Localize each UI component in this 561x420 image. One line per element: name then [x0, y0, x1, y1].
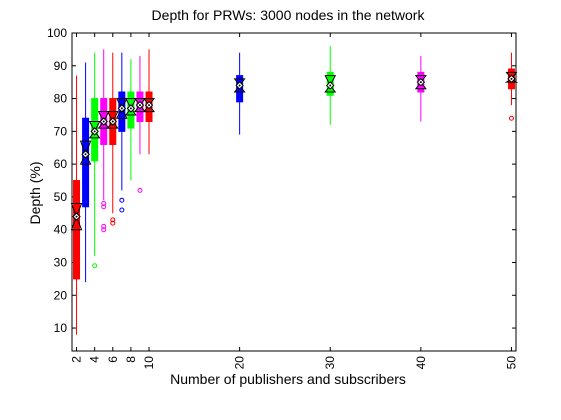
notch-lower-marker: [97, 120, 110, 129]
y-tick-label: 20: [54, 288, 68, 302]
notch-upper-marker: [70, 202, 83, 218]
notch-upper-marker: [233, 78, 246, 87]
mean-dot: [120, 107, 123, 110]
x-tick-label: 6: [106, 356, 120, 363]
notch-lower-marker: [124, 107, 137, 116]
x-tick-label: 4: [88, 356, 102, 363]
notch-upper-marker: [125, 98, 137, 110]
outlier-point: [101, 223, 107, 229]
outlier-point: [92, 263, 98, 269]
mean-dot: [138, 104, 141, 107]
outlier-point: [101, 204, 107, 210]
x-tick-label: 2: [70, 356, 84, 363]
y-tick-label: 80: [54, 92, 68, 106]
mean-dot: [129, 107, 132, 110]
mean-dot: [148, 104, 151, 107]
mean-dot: [329, 84, 332, 87]
mean-dot: [84, 153, 87, 156]
mean-dot: [93, 130, 96, 133]
notch-lower-marker: [88, 130, 101, 139]
mean-dot: [111, 120, 114, 123]
plot-frame: [71, 32, 517, 352]
notch-upper-marker: [97, 111, 110, 123]
notch-upper-marker: [505, 71, 518, 80]
notch-upper-marker: [106, 111, 119, 123]
mean-dot: [510, 77, 513, 80]
notch-upper-marker: [133, 98, 146, 106]
x-tick-label: 8: [124, 356, 138, 363]
notch-lower-marker: [79, 153, 92, 165]
outlier-point: [101, 200, 107, 206]
y-tick-label: 50: [54, 190, 68, 204]
notch-upper-marker: [143, 98, 156, 106]
outlier-point: [119, 207, 125, 213]
y-tick-label: 100: [47, 26, 67, 40]
box-body: [82, 117, 90, 208]
x-axis-label: Number of publishers and subscribers: [170, 371, 406, 387]
y-axis-label: Depth (%): [27, 161, 43, 224]
y-tick-label: 90: [54, 59, 68, 73]
notch-lower-marker: [106, 120, 119, 129]
x-tick-label: 30: [323, 356, 337, 370]
mean-dot: [75, 215, 78, 218]
notch-lower-marker: [233, 84, 246, 93]
y-tick-label: 40: [54, 223, 68, 237]
notch-lower-marker: [324, 84, 337, 93]
y-tick-label: 60: [54, 157, 68, 171]
mean-dot: [238, 84, 241, 87]
notch-lower-marker: [70, 215, 83, 231]
notch-lower-marker: [143, 104, 156, 113]
plot-area: 10 20 30 40 50 60 70 80 90 100 2 4 6 8 10 20 30 40 50: [47, 26, 519, 369]
notch-upper-marker: [88, 121, 101, 133]
mean-dot: [419, 81, 422, 84]
x-tick-label: 50: [504, 356, 518, 370]
notch-upper-marker: [79, 140, 92, 156]
y-tick-label: 30: [54, 255, 68, 269]
outlier-point: [508, 115, 514, 121]
outlier-point: [101, 227, 107, 233]
outlier-point: [110, 217, 116, 223]
mean-dot: [102, 120, 105, 123]
y-tick-label: 70: [54, 124, 68, 138]
outlier-point: [110, 220, 116, 226]
notch-upper-marker: [414, 75, 427, 83]
x-tick-label: 10: [142, 356, 156, 370]
notch-lower-marker: [414, 81, 427, 90]
notch-upper-marker: [324, 75, 337, 87]
outlier-point: [137, 187, 143, 193]
x-tick-label: 20: [233, 356, 247, 370]
notch-lower-marker: [116, 107, 128, 119]
notch-lower-marker: [133, 104, 146, 113]
notch-upper-marker: [116, 98, 128, 110]
outlier-point: [119, 197, 125, 203]
chart-title: Depth for PRWs: 3000 nodes in the networ…: [152, 7, 426, 23]
x-tick-label: 40: [414, 356, 428, 370]
y-tick-label: 10: [54, 321, 68, 335]
